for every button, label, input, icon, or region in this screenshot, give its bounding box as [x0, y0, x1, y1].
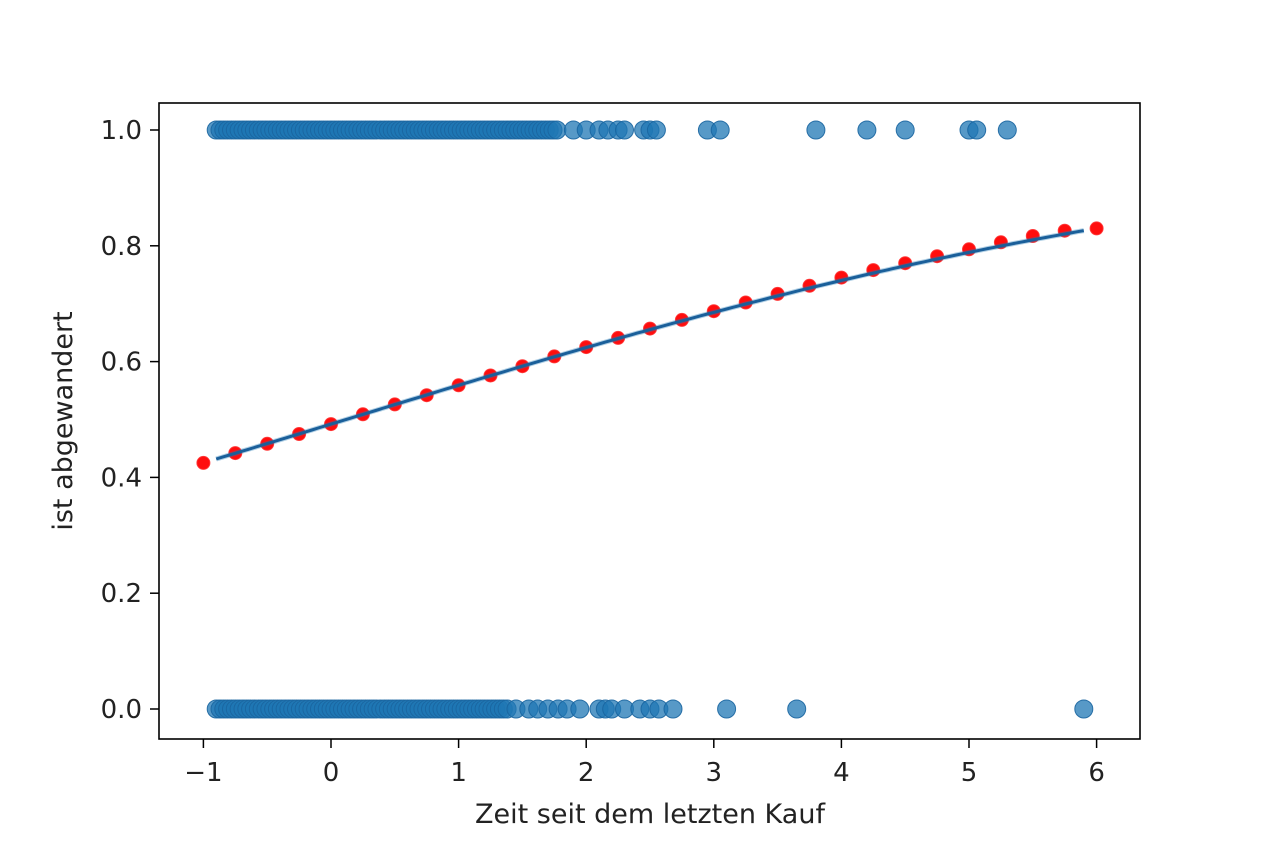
- x-tick-label: −1: [184, 758, 222, 788]
- y-axis-ticks: 0.0 0.2 0.4 0.6 0.8 1.0: [101, 116, 159, 725]
- y-tick-label: 0.2: [101, 579, 142, 609]
- x-tick-label: 3: [706, 758, 723, 788]
- observation-point: [1074, 699, 1094, 719]
- observation-point: [615, 120, 634, 140]
- predicted-probability-point: [1089, 221, 1104, 236]
- observation-point: [967, 120, 987, 140]
- x-axis-ticks: −1 0 1 2 3 4 5 6: [184, 739, 1105, 788]
- observation-point: [646, 120, 666, 140]
- observation-point: [787, 699, 807, 719]
- x-tick-label: 0: [323, 758, 340, 788]
- observation-point: [547, 120, 567, 140]
- y-tick-label: 0.0: [101, 695, 142, 725]
- x-tick-label: 6: [1088, 758, 1105, 788]
- predicted-probability-point: [196, 455, 211, 470]
- x-tick-label: 1: [450, 758, 467, 788]
- observation-point: [710, 120, 730, 140]
- y-tick-label: 0.6: [101, 348, 142, 378]
- x-tick-label: 5: [961, 758, 978, 788]
- observation-point: [806, 120, 826, 140]
- y-tick-label: 1.0: [101, 116, 142, 146]
- y-tick-label: 0.8: [101, 232, 142, 262]
- observation-point: [895, 120, 915, 140]
- observation-point: [857, 120, 877, 140]
- axes-frame: [158, 102, 1141, 740]
- y-tick-label: 0.4: [101, 463, 142, 493]
- observation-point: [570, 699, 590, 719]
- plot-area: [196, 120, 1104, 719]
- observation-point: [997, 120, 1017, 140]
- x-tick-label: 4: [833, 758, 850, 788]
- y-axis-label: ist abgewandert: [48, 311, 79, 530]
- logistic-fit-line: [215, 229, 1085, 461]
- observation-point: [717, 699, 737, 719]
- x-axis-label: Zeit seit dem letzten Kauf: [475, 799, 826, 830]
- observation-point: [663, 699, 683, 719]
- x-tick-label: 2: [578, 758, 595, 788]
